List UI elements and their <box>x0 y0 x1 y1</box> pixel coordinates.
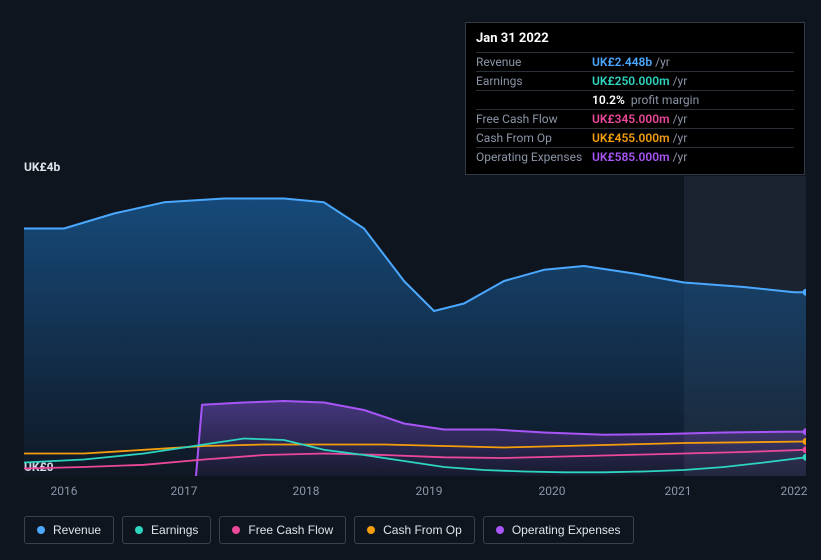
x-tick-label: 2018 <box>293 484 320 498</box>
legend-dot-icon <box>37 526 45 534</box>
tooltip-metric-label: Cash From Op <box>476 131 592 145</box>
legend-dot-icon <box>135 526 143 534</box>
legend-label: Earnings <box>151 523 198 537</box>
chart-tooltip: Jan 31 2022 RevenueUK£2.448b/yrEarningsU… <box>465 22 805 175</box>
x-tick-label: 2021 <box>665 484 692 498</box>
legend-dot-icon <box>367 526 375 534</box>
tooltip-metric-value: UK£2.448b <box>592 55 652 69</box>
x-tick-label: 2017 <box>171 484 198 498</box>
x-axis-labels: 2016 2017 2018 2019 2020 2021 2022 <box>24 484 806 500</box>
legend-label: Revenue <box>53 523 101 537</box>
tooltip-metric-label: Operating Expenses <box>476 150 592 164</box>
tooltip-extra-strong: 10.2% <box>592 93 625 107</box>
legend-item-earnings[interactable]: Earnings <box>122 516 211 544</box>
legend-item-operating-expenses[interactable]: Operating Expenses <box>483 516 634 544</box>
tooltip-row: Cash From OpUK£455.000m/yr <box>476 129 794 148</box>
tooltip-metric-suffix: /yr <box>673 74 688 88</box>
tooltip-extra-row: 10.2% profit margin <box>476 91 794 110</box>
tooltip-metric-value: UK£250.000m <box>592 74 670 88</box>
tooltip-metric-suffix: /yr <box>673 112 688 126</box>
legend-label: Operating Expenses <box>512 523 621 537</box>
tooltip-row: Operating ExpensesUK£585.000m/yr <box>476 148 794 166</box>
tooltip-metric-value: UK£345.000m <box>592 112 670 126</box>
x-tick-label: 2020 <box>539 484 566 498</box>
tooltip-title: Jan 31 2022 <box>476 29 794 53</box>
financials-chart[interactable] <box>24 176 806 476</box>
legend-dot-icon <box>232 526 240 534</box>
legend-label: Cash From Op <box>383 523 462 537</box>
chart-legend: Revenue Earnings Free Cash Flow Cash From O… <box>24 516 634 544</box>
tooltip-metric-value: UK£585.000m <box>592 150 670 164</box>
tooltip-extra-text: profit margin <box>631 93 699 107</box>
x-tick-label: 2022 <box>781 484 808 498</box>
tooltip-metric-label: Earnings <box>476 74 592 88</box>
tooltip-metric-suffix: /yr <box>673 131 688 145</box>
tooltip-metric-label: Revenue <box>476 55 592 69</box>
legend-label: Free Cash Flow <box>248 523 333 537</box>
tooltip-row: EarningsUK£250.000m/yr <box>476 72 794 91</box>
legend-item-cash-from-op[interactable]: Cash From Op <box>354 516 475 544</box>
legend-item-revenue[interactable]: Revenue <box>24 516 114 544</box>
tooltip-metric-value: UK£455.000m <box>592 131 670 145</box>
tooltip-metric-suffix: /yr <box>673 150 688 164</box>
tooltip-metric-label: Free Cash Flow <box>476 112 592 126</box>
legend-item-free-cash-flow[interactable]: Free Cash Flow <box>219 516 346 544</box>
x-tick-label: 2016 <box>51 484 78 498</box>
x-tick-label: 2019 <box>416 484 443 498</box>
legend-dot-icon <box>496 526 504 534</box>
tooltip-row: Free Cash FlowUK£345.000m/yr <box>476 110 794 129</box>
tooltip-metric-suffix: /yr <box>655 55 670 69</box>
y-axis-max-label: UK£4b <box>24 160 60 174</box>
tooltip-row: RevenueUK£2.448b/yr <box>476 53 794 72</box>
